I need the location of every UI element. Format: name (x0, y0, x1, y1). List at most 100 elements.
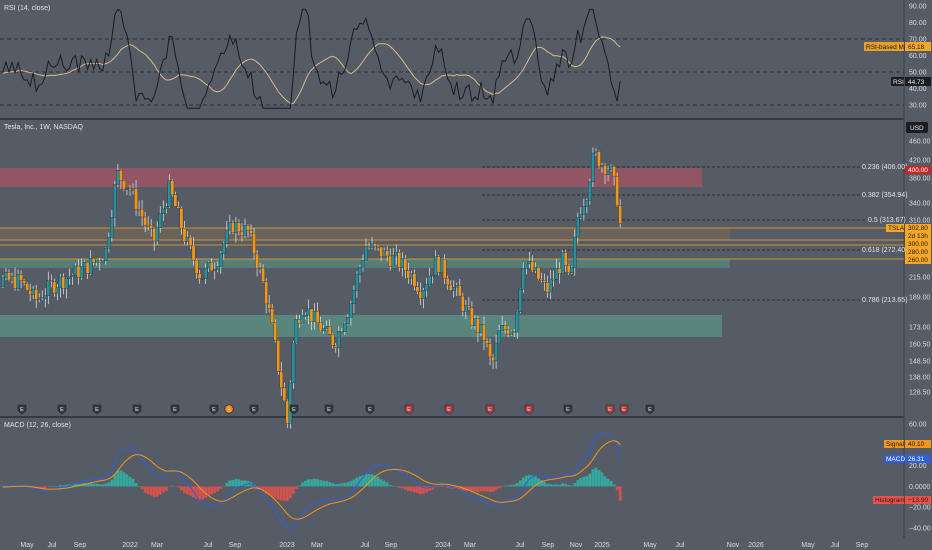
candle-body (303, 315, 308, 317)
earnings-event-icon[interactable]: E (92, 404, 102, 415)
candle-body (594, 151, 598, 154)
histogram-bar (364, 473, 368, 487)
candle-body (146, 224, 150, 227)
histogram-bar (458, 486, 462, 490)
event-badge-label: E (622, 407, 626, 413)
candle-body (67, 276, 72, 279)
candle-body (7, 272, 11, 281)
histogram-bar (74, 483, 77, 487)
histogram-bar (509, 484, 513, 487)
histogram-bar (588, 473, 592, 487)
histogram-bar (43, 486, 47, 489)
earnings-event-icon[interactable]: E (249, 404, 259, 415)
x-tick-6: Sep (229, 542, 242, 549)
histogram-bar (207, 486, 211, 496)
earnings-event-icon[interactable]: E (444, 404, 454, 415)
candle-body (179, 208, 184, 229)
level-400-badge: 400.00 (905, 166, 931, 174)
earnings-event-icon[interactable]: E (57, 404, 67, 415)
histogram-bar (62, 485, 65, 487)
histogram-bar (167, 486, 171, 487)
earnings-event-icon[interactable]: E (524, 404, 534, 415)
macd-title: MACD (12, 26, close) (4, 422, 71, 429)
earnings-event-icon[interactable]: E (365, 404, 375, 415)
macd-badge: MACD 26.31 (884, 455, 931, 463)
split-event-icon[interactable]: S (224, 404, 234, 414)
histogram-bar (198, 486, 201, 500)
histogram-bar (258, 486, 262, 490)
earnings-event-icon[interactable]: E (170, 404, 180, 415)
histogram-bar (291, 486, 295, 494)
candle-body (222, 243, 226, 254)
signal-value: 40.10 (908, 441, 925, 448)
candle-body (176, 206, 181, 209)
currency-badge[interactable]: USD (906, 122, 928, 133)
histogram-bar (473, 486, 477, 492)
candle-body (524, 263, 529, 269)
candle-body (288, 382, 293, 424)
macd-pane[interactable] (0, 418, 904, 538)
earnings-event-icon[interactable]: E (485, 404, 495, 415)
histogram-bar (134, 483, 138, 487)
earnings-event-icon[interactable]: E (209, 404, 219, 415)
candle-body (470, 307, 474, 326)
candle-body (191, 245, 196, 261)
histogram-bar (46, 486, 50, 487)
histogram-bar (582, 476, 586, 487)
candle-body (58, 276, 63, 289)
histogram-bar (500, 486, 504, 487)
histogram-bar (231, 479, 235, 487)
earnings-event-icon[interactable]: E (132, 404, 142, 415)
earnings-event-icon[interactable]: E (619, 404, 629, 415)
candle-body (209, 261, 214, 272)
earnings-event-icon[interactable]: E (17, 404, 27, 415)
earnings-event-icon[interactable]: E (404, 404, 414, 415)
candle-body (215, 266, 220, 270)
earnings-event-icon[interactable]: E (324, 404, 334, 415)
x-tick-7: 2023 (279, 542, 295, 549)
candle-body (25, 283, 29, 291)
histogram-bar (225, 483, 229, 487)
price-axis[interactable] (905, 0, 932, 538)
earnings-event-icon[interactable]: E (289, 404, 299, 415)
histogram-badge: Histogram −13.90 (873, 496, 931, 504)
macd-tick-4: −20.00 (909, 505, 931, 512)
candle-body (458, 285, 462, 297)
candle-body (551, 278, 556, 281)
histogram-bar (189, 486, 192, 496)
candle-body (591, 152, 595, 183)
histogram-label: Histogram (875, 497, 905, 504)
histogram-bar (416, 486, 419, 494)
time-axis[interactable] (0, 538, 932, 550)
histogram-bar (55, 486, 59, 487)
earnings-event-icon[interactable]: E (563, 404, 573, 415)
event-badge-label: E (60, 407, 64, 413)
candle-body (376, 245, 380, 248)
candle-body (231, 222, 235, 234)
candle-body (128, 188, 132, 191)
candle-body (188, 236, 193, 246)
candle-body (134, 188, 138, 210)
histogram-bar (295, 486, 298, 489)
candle-body (479, 324, 483, 333)
histogram-bar (180, 486, 183, 491)
price-tick-4: 310.00 (909, 218, 931, 225)
earnings-event-icon[interactable]: E (605, 404, 615, 415)
candle-body (373, 243, 377, 247)
histogram-bar (431, 486, 434, 490)
histogram-bar (1, 486, 5, 487)
candle-body (397, 252, 402, 268)
price-badge: TSLA 302.80 2d 13h (886, 224, 931, 240)
candle-body (294, 319, 299, 344)
earnings-event-icon[interactable]: E (645, 404, 655, 415)
candle-body (79, 266, 84, 278)
histogram-bar (603, 476, 607, 487)
candle-body (85, 261, 90, 274)
histogram-bar (276, 486, 280, 500)
candle-body (122, 180, 126, 190)
rsi-pane[interactable] (0, 0, 904, 118)
candle-body (158, 213, 163, 228)
histogram-bar (261, 486, 265, 492)
candle-body (566, 265, 571, 273)
